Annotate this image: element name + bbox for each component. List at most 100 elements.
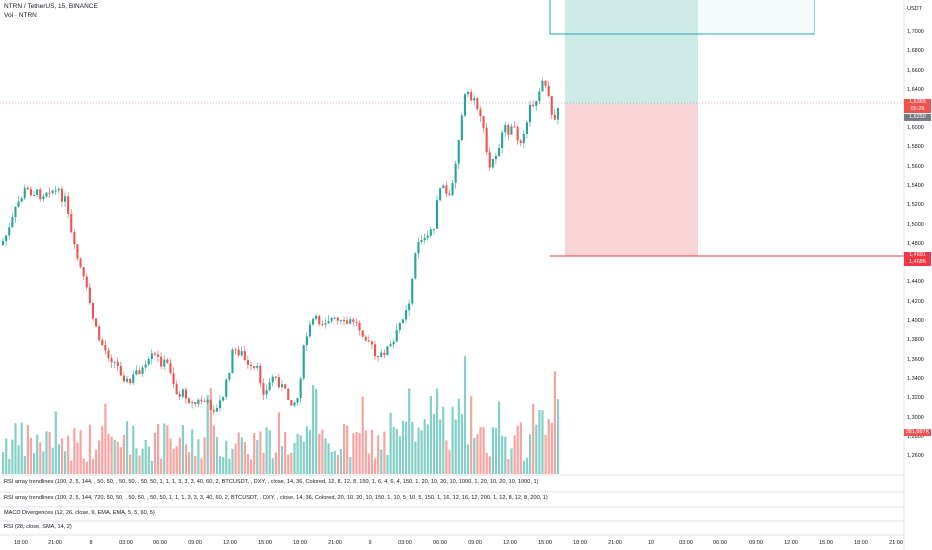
candle-body bbox=[197, 399, 200, 405]
volume-bar bbox=[209, 388, 212, 474]
indicator-rsi-trendlines-1[interactable]: RSI array trendlines (100, 2, 5, 144, , … bbox=[4, 479, 539, 485]
price-tick-label: 1,4400 bbox=[907, 279, 924, 285]
price-axis-unit[interactable]: USDT bbox=[907, 6, 922, 12]
candle-body bbox=[389, 344, 392, 347]
volume-bar bbox=[79, 430, 82, 474]
price-tick-label: 1,4800 bbox=[907, 241, 924, 247]
volume-bar bbox=[219, 456, 222, 474]
volume-bar bbox=[312, 385, 315, 474]
time-tick-label: 06:00 bbox=[433, 540, 447, 546]
volume-bar bbox=[26, 424, 29, 474]
indicator-rsi-trendlines-2[interactable]: RSI array trendlines (100, 2, 5, 144, 72… bbox=[4, 495, 548, 501]
current-price-badge: 1,6365 05:26 bbox=[904, 99, 931, 113]
candle-body bbox=[237, 349, 240, 356]
volume-bar bbox=[417, 427, 420, 474]
candle-body bbox=[265, 390, 268, 395]
position-stop-zone[interactable] bbox=[565, 104, 698, 256]
time-tick-label: 06:00 bbox=[153, 540, 167, 546]
candle-body bbox=[271, 376, 274, 383]
volume-bar bbox=[277, 412, 281, 474]
price-tick-label: 1,4200 bbox=[907, 299, 924, 305]
time-tick-label: 18:00 bbox=[573, 540, 587, 546]
time-tick-label: 8 bbox=[89, 540, 93, 546]
candle-body bbox=[8, 227, 11, 236]
candle-body bbox=[110, 358, 113, 363]
candle-body bbox=[5, 235, 8, 242]
volume-bar bbox=[541, 410, 544, 474]
volume-bar bbox=[166, 425, 169, 474]
volume-bar bbox=[82, 458, 85, 474]
volume-bar bbox=[135, 448, 138, 474]
indicator-macd-divergences[interactable]: MACD Divergences (12, 26, close, 9, EMA,… bbox=[4, 510, 155, 516]
candle-body bbox=[277, 377, 280, 388]
volume-bar bbox=[498, 401, 501, 474]
candle-body bbox=[135, 370, 138, 375]
volume-bar bbox=[553, 371, 556, 474]
candle-body bbox=[129, 378, 132, 384]
volume-bar bbox=[532, 403, 535, 474]
volume-bar bbox=[194, 455, 197, 474]
volume-bar bbox=[107, 433, 110, 474]
entry-price-badge: 1,6250 bbox=[904, 114, 931, 121]
candle-body bbox=[14, 206, 17, 218]
time-tick-label: 18:00 bbox=[14, 540, 28, 546]
volume-bar bbox=[504, 436, 507, 474]
volume-bar bbox=[299, 435, 302, 474]
candle-body bbox=[95, 318, 98, 327]
volume-bar bbox=[364, 430, 367, 474]
volume-bar bbox=[234, 443, 237, 474]
volume-bar bbox=[172, 448, 175, 474]
volume-bar bbox=[343, 423, 346, 474]
volume-bar bbox=[64, 451, 67, 474]
candle-body bbox=[519, 140, 522, 144]
candle-body bbox=[160, 356, 163, 367]
price-tick-label: 1,5200 bbox=[907, 202, 924, 208]
volume-bar bbox=[302, 441, 305, 474]
candle-body bbox=[268, 382, 271, 391]
candle-body bbox=[358, 322, 361, 331]
time-tick-label: 03:00 bbox=[679, 540, 693, 546]
volume-bar bbox=[547, 419, 550, 474]
time-tick-label: 12:00 bbox=[503, 540, 517, 546]
candle-body bbox=[163, 359, 166, 367]
volume-bar bbox=[67, 435, 70, 474]
symbol-title: NTRN / TetherUS, 15, BINANCE bbox=[4, 3, 98, 10]
time-tick-label: 09:00 bbox=[468, 540, 482, 546]
volume-bar bbox=[432, 414, 436, 474]
volume-bar bbox=[284, 432, 287, 474]
candle-body bbox=[212, 409, 215, 412]
volume-bar bbox=[60, 438, 64, 474]
volume-bar bbox=[23, 455, 26, 474]
candle-body bbox=[423, 237, 426, 241]
indicator-rsi[interactable]: RSI (28, close, SMA, 14, 2) bbox=[4, 524, 72, 530]
volume-bar bbox=[250, 459, 253, 474]
candle-body bbox=[470, 91, 473, 101]
volume-bar bbox=[85, 461, 88, 474]
candle-body bbox=[479, 109, 482, 117]
candle-body bbox=[132, 374, 135, 384]
time-tick-label: 03:00 bbox=[398, 540, 412, 546]
candle-body bbox=[411, 278, 414, 304]
candle-body bbox=[250, 364, 253, 367]
candle-body bbox=[157, 354, 160, 357]
volume-bar bbox=[70, 460, 73, 474]
candle-body bbox=[188, 398, 191, 403]
price-tick-label: 1,5400 bbox=[907, 183, 924, 189]
volume-bar bbox=[231, 448, 234, 474]
position-target-zone[interactable] bbox=[565, 0, 698, 104]
stop-price-value: 1,4691 bbox=[909, 252, 926, 258]
candle-body bbox=[206, 400, 209, 403]
volume-bar bbox=[507, 459, 510, 474]
candle-body bbox=[181, 389, 184, 397]
candle-body bbox=[175, 383, 178, 395]
candle-body bbox=[54, 190, 57, 192]
volume-bar bbox=[281, 446, 284, 474]
price-tick-label: 1,5000 bbox=[907, 222, 924, 228]
candle-body bbox=[460, 115, 463, 141]
candle-body bbox=[240, 351, 243, 356]
candle-body bbox=[429, 229, 432, 236]
candle-body bbox=[318, 315, 321, 325]
candle-body bbox=[299, 378, 302, 399]
stop-price-sub: 1,4686 bbox=[909, 259, 926, 265]
